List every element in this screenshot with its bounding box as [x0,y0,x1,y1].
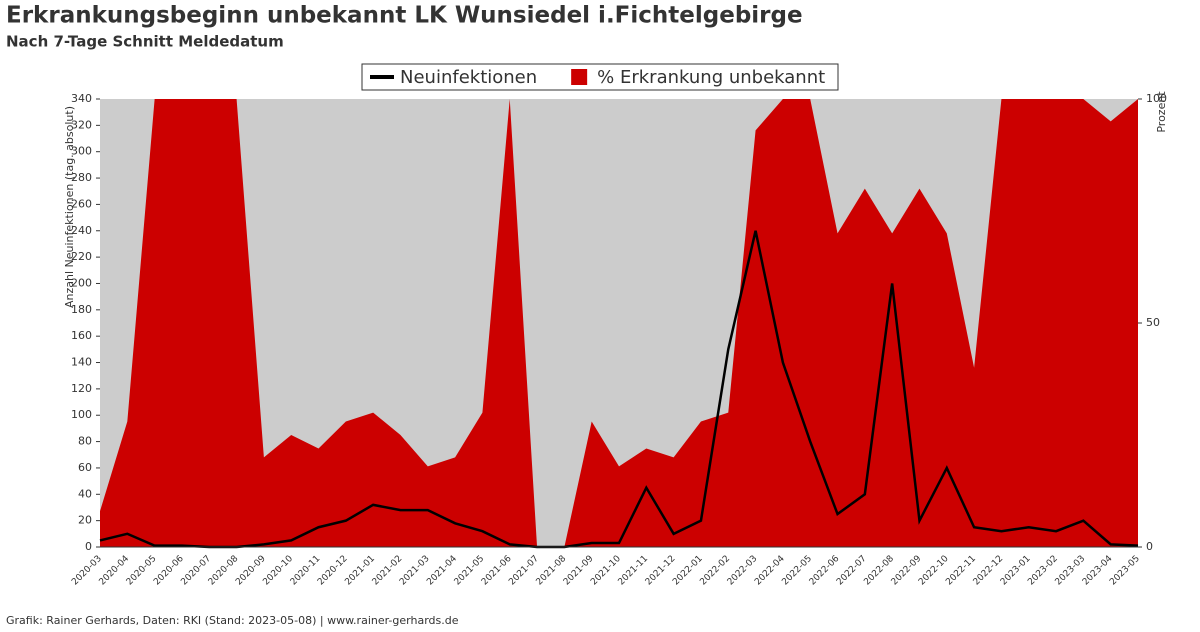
y-tick-label: 160 [71,329,92,342]
line [99,230,1139,549]
y-tick-label: 100 [71,408,92,421]
legend-box [361,63,839,91]
chart-title: Erkrankungsbeginn unbekannt LK Wunsiedel… [6,3,803,29]
y-tick-label: 300 [71,145,92,158]
y-tick-label: 200 [71,276,92,289]
legend-label: % Erkrankung unbekannt [597,67,825,88]
y-tick-label: 80 [78,435,92,448]
y-tick-label: 240 [71,224,92,237]
y-tick-label: 180 [71,303,92,316]
area [100,99,1138,547]
y-tick-label: 260 [71,197,92,210]
y-tick-label: 220 [71,250,92,263]
y-tick-label: 140 [71,356,92,369]
chart-subtitle: Nach 7-Tage Schnitt Meldedatum [6,33,284,51]
y-tick-label: 0 [85,540,92,553]
y2-axis-label: Prozent [1155,91,1168,133]
y-tick-label: 320 [71,118,92,131]
y2-tick-label: 0 [1146,540,1153,553]
y-tick-label: 120 [71,382,92,395]
legend: Neuinfektionen % Erkrankung unbekannt [361,63,839,91]
y-tick-label: 40 [78,487,92,500]
legend-swatch [571,69,588,85]
footer: Grafik: Rainer Gerhards, Daten: RKI (Sta… [6,614,459,627]
y-tick-label: 20 [78,514,92,527]
y-tick-label: 60 [78,461,92,474]
x-tick-label: 2023-05 [1108,554,1142,588]
legend-label: Neuinfektionen [400,67,537,88]
y2-tick-label: 100 [1146,92,1167,105]
y-tick-label: 280 [71,171,92,184]
y2-tick-label: 50 [1146,316,1160,329]
y-tick-label: 340 [71,92,92,105]
y-axis-label: Anzahl Neuinfektionen (tag. absolut) [63,106,76,308]
